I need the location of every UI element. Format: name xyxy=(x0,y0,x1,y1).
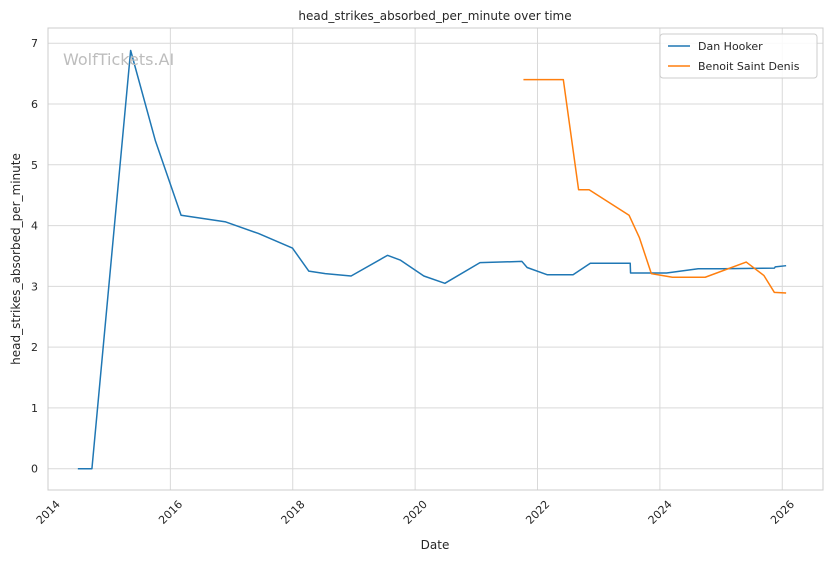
y-tick-labels: 0 1 2 3 4 5 6 7 xyxy=(31,37,38,476)
y-tick-label: 4 xyxy=(31,220,38,233)
y-tick-label: 0 xyxy=(31,463,38,476)
x-tick-label: 2026 xyxy=(768,498,797,527)
legend: Dan Hooker Benoit Saint Denis xyxy=(659,33,818,79)
x-tick-label: 2016 xyxy=(156,498,185,527)
y-tick-label: 2 xyxy=(31,341,38,354)
legend-box xyxy=(659,33,818,79)
y-tick-label: 3 xyxy=(31,280,38,293)
x-tick-label: 2020 xyxy=(401,498,430,527)
legend-label: Dan Hooker xyxy=(698,40,763,53)
x-tick-label: 2014 xyxy=(34,498,63,527)
legend-label: Benoit Saint Denis xyxy=(698,60,800,73)
watermark: WolfTickets.AI xyxy=(63,50,174,69)
series-layer xyxy=(77,49,787,470)
series-line-benoit-saint-denis xyxy=(523,78,787,294)
y-tick-label: 7 xyxy=(31,37,38,50)
plot-frame xyxy=(47,27,824,491)
grid xyxy=(47,28,823,490)
y-axis-label: head_strikes_absorbed_per_minute xyxy=(9,153,23,365)
x-tick-label: 2022 xyxy=(523,498,552,527)
y-tick-label: 1 xyxy=(31,402,38,415)
x-axis-label: Date xyxy=(421,538,450,552)
x-tick-label: 2018 xyxy=(279,498,308,527)
y-tick-label: 6 xyxy=(31,98,38,111)
x-tick-label: 2024 xyxy=(646,498,675,527)
chart-title: head_strikes_absorbed_per_minute over ti… xyxy=(298,9,571,23)
x-tick-labels: 2014 2016 2018 2020 2022 2024 2026 xyxy=(34,498,797,527)
y-tick-label: 5 xyxy=(31,159,38,172)
series-line-dan-hooker xyxy=(77,49,787,470)
